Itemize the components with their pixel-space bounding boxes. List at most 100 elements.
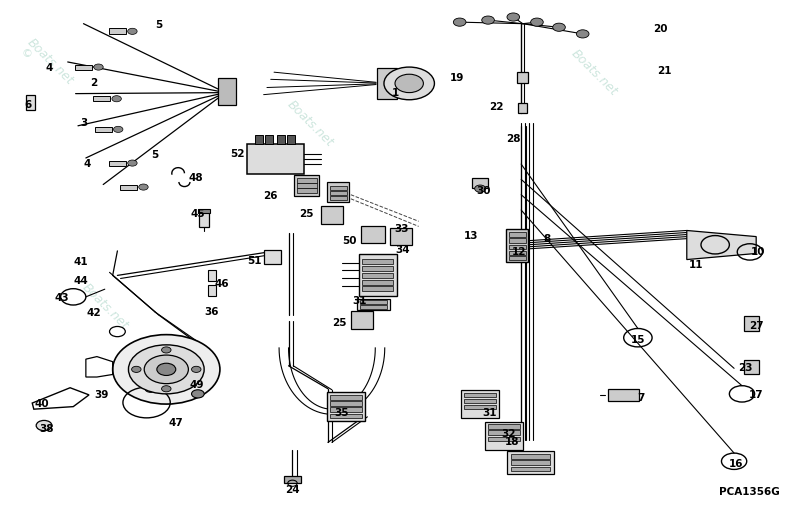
Text: 11: 11 xyxy=(689,260,704,270)
Circle shape xyxy=(384,67,435,100)
Bar xyxy=(246,144,303,174)
Bar xyxy=(465,393,496,397)
Bar xyxy=(506,229,529,262)
Text: 22: 22 xyxy=(489,102,503,112)
Text: 36: 36 xyxy=(205,307,220,317)
Bar xyxy=(507,451,555,474)
Bar xyxy=(488,424,520,429)
Bar xyxy=(362,286,393,291)
Circle shape xyxy=(112,96,122,102)
Text: 43: 43 xyxy=(55,293,70,303)
Text: Boats.net: Boats.net xyxy=(80,281,131,333)
Bar xyxy=(509,245,526,249)
Text: 8: 8 xyxy=(544,234,551,244)
Bar xyxy=(362,259,393,264)
Bar xyxy=(26,95,36,111)
Bar xyxy=(265,135,273,144)
Bar xyxy=(95,127,112,132)
Bar xyxy=(362,280,393,285)
Bar xyxy=(297,183,317,188)
Bar xyxy=(255,135,263,144)
Bar xyxy=(208,285,216,296)
Bar xyxy=(277,135,285,144)
Bar xyxy=(472,178,488,187)
Text: 41: 41 xyxy=(73,257,88,267)
Circle shape xyxy=(145,355,188,383)
Text: 44: 44 xyxy=(73,275,88,286)
Text: 50: 50 xyxy=(342,236,356,246)
Text: 38: 38 xyxy=(40,423,54,434)
Text: 31: 31 xyxy=(483,408,497,418)
Bar xyxy=(390,228,412,245)
Text: 27: 27 xyxy=(749,322,763,331)
Text: Boats.net: Boats.net xyxy=(569,47,620,98)
Bar xyxy=(511,466,551,471)
Circle shape xyxy=(114,126,123,133)
Text: 13: 13 xyxy=(464,230,478,241)
Bar xyxy=(509,251,526,255)
Text: 52: 52 xyxy=(230,149,245,159)
Bar xyxy=(518,103,528,113)
Bar xyxy=(329,196,347,200)
Bar xyxy=(329,186,347,190)
Text: ©: © xyxy=(21,49,32,59)
Circle shape xyxy=(191,390,204,398)
Text: 25: 25 xyxy=(333,318,347,328)
Bar xyxy=(297,178,317,183)
Text: 2: 2 xyxy=(90,78,97,89)
Bar xyxy=(359,254,397,296)
Circle shape xyxy=(36,420,52,431)
Bar xyxy=(93,96,111,101)
Text: 21: 21 xyxy=(657,66,672,76)
Text: 26: 26 xyxy=(263,191,277,201)
Circle shape xyxy=(132,366,141,372)
Text: 6: 6 xyxy=(24,100,32,111)
Bar xyxy=(608,389,639,401)
Bar xyxy=(297,188,317,193)
Bar xyxy=(509,256,526,260)
Circle shape xyxy=(531,18,544,26)
Bar xyxy=(361,226,385,244)
Bar xyxy=(511,460,551,465)
Bar xyxy=(330,414,362,418)
Bar xyxy=(351,311,373,329)
Circle shape xyxy=(129,345,204,394)
Text: 49: 49 xyxy=(189,380,204,390)
Text: 4: 4 xyxy=(84,159,91,169)
Text: 35: 35 xyxy=(334,408,348,418)
Circle shape xyxy=(482,16,495,24)
Text: 19: 19 xyxy=(450,73,464,83)
Bar xyxy=(264,250,281,264)
Circle shape xyxy=(157,363,175,375)
Text: 30: 30 xyxy=(476,186,491,196)
Text: 17: 17 xyxy=(749,390,763,400)
Bar xyxy=(378,68,397,99)
Bar xyxy=(284,476,301,483)
Bar xyxy=(360,305,387,309)
Circle shape xyxy=(475,185,486,192)
Circle shape xyxy=(553,23,566,31)
Text: Boats.net: Boats.net xyxy=(24,36,76,88)
Bar xyxy=(327,182,349,202)
Bar xyxy=(330,395,362,400)
Circle shape xyxy=(139,184,149,190)
Bar xyxy=(75,65,92,70)
Text: 51: 51 xyxy=(247,256,261,266)
Bar xyxy=(488,431,520,435)
Text: 3: 3 xyxy=(80,118,87,128)
Bar xyxy=(120,184,137,189)
Bar xyxy=(287,135,295,144)
Bar xyxy=(743,360,759,374)
Bar xyxy=(485,422,523,450)
Text: 24: 24 xyxy=(285,485,299,495)
Bar xyxy=(509,232,526,237)
Bar xyxy=(517,72,529,83)
Text: 5: 5 xyxy=(155,20,162,30)
Text: 31: 31 xyxy=(352,296,367,306)
Text: 12: 12 xyxy=(512,247,526,257)
Polygon shape xyxy=(687,230,756,260)
Bar xyxy=(330,401,362,406)
Text: Boats.net: Boats.net xyxy=(284,97,336,149)
Text: 5: 5 xyxy=(151,150,158,160)
Circle shape xyxy=(94,64,103,70)
